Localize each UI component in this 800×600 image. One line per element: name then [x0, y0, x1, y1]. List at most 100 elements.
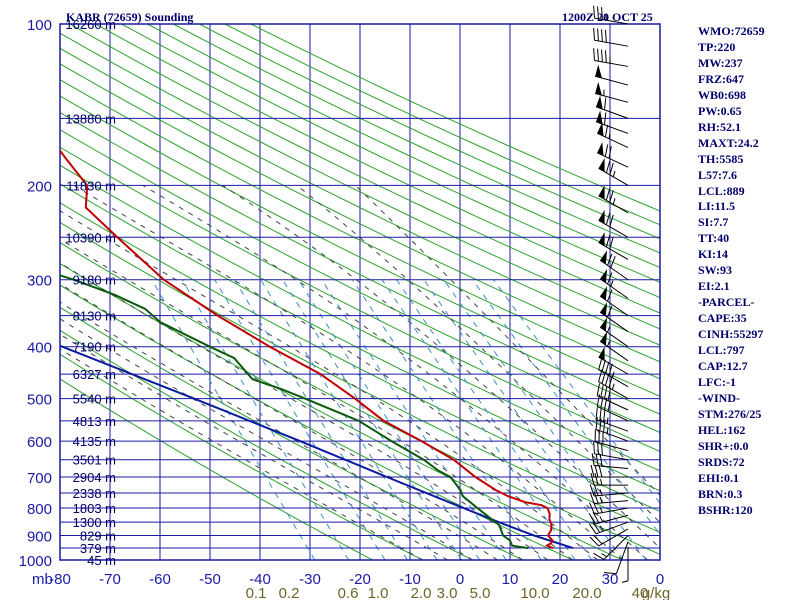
moist-adiabat	[222, 184, 660, 549]
wind-barb	[604, 541, 629, 575]
mixing-ratio-label: 10.0	[520, 585, 549, 600]
pressure-unit-label: mb	[32, 571, 53, 588]
wind-barb	[596, 141, 629, 168]
height-label: 3501 m	[73, 453, 116, 468]
index-entry: HEL:162	[698, 422, 746, 437]
temperature-tick-label: 0	[656, 571, 664, 588]
wind-barb	[593, 27, 629, 47]
mixing-ratio-line	[181, 279, 350, 560]
wind-barb	[595, 64, 629, 86]
dewpoint-trace	[60, 274, 529, 550]
wind-barb	[598, 357, 629, 388]
index-entry: -WIND-	[698, 390, 740, 405]
mixing-ratio-line	[321, 279, 507, 560]
moist-adiabat	[142, 184, 648, 560]
wind-barb	[621, 546, 629, 583]
wind-barb	[590, 473, 628, 486]
height-label: 829 m	[80, 528, 116, 543]
mixing-ratio-label: 1.0	[368, 585, 389, 600]
wind-barb	[593, 48, 629, 67]
wind-barb	[593, 441, 629, 461]
wind-barb	[594, 429, 629, 452]
index-entry: RH:52.1	[698, 119, 741, 134]
wind-barb	[599, 331, 629, 362]
height-label: 6327 m	[73, 367, 116, 382]
height-label: 16260 m	[65, 17, 116, 32]
height-label: 2338 m	[73, 486, 116, 501]
index-entry: SRDS:72	[698, 454, 745, 469]
mixing-ratio-label: 40	[632, 585, 649, 600]
dry-adiabat-lines	[60, 24, 660, 560]
index-entry: MAXT:24.2	[698, 135, 759, 150]
temperature-trace	[60, 149, 554, 550]
parcel-trace	[60, 344, 574, 550]
wind-barb	[593, 5, 629, 25]
isotherm-lines	[109, 24, 661, 560]
index-entry: LFC:-1	[698, 374, 736, 389]
mixing-ratio-line	[282, 279, 463, 560]
index-entry: MW:237	[698, 55, 743, 70]
wind-barb	[595, 95, 629, 119]
mixing-ratio-label: 0.1	[246, 585, 267, 600]
index-entry: CAPE:35	[698, 311, 747, 326]
index-entry: -PARCEL-	[698, 295, 755, 310]
mixing-ratio-labels: 0.1 0.2 0.6 1.0 2.0 3.0 5.0 10.0 20.0 40g/kg	[246, 585, 671, 600]
index-entry: CAP:12.7	[698, 359, 748, 374]
dry-adiabat	[60, 129, 660, 434]
mixing-ratio-lines	[151, 279, 660, 560]
height-label: 1300 m	[73, 515, 116, 530]
temperature-tick-label: 0	[456, 571, 464, 588]
index-entry: BRN:0.3	[698, 486, 743, 501]
wind-barb	[599, 317, 629, 348]
height-label: 1803 m	[73, 501, 116, 516]
stability-indices-panel: WMO:72659 TP:220 MW:237 FRZ:647 WB0:698 PW:0.…	[698, 24, 798, 519]
wind-barb	[595, 81, 629, 103]
index-entry: BSHR:120	[698, 502, 753, 517]
temperature-tick-label: 20	[552, 571, 569, 588]
temperature-tick-label: -60	[149, 571, 171, 588]
height-label: 9180 m	[73, 273, 116, 288]
dry-adiabat	[60, 95, 660, 397]
wind-barb	[591, 453, 629, 470]
height-label: 379 m	[80, 541, 116, 556]
mixing-ratio-label: 20.0	[572, 585, 601, 600]
height-label: 5540 m	[73, 392, 116, 407]
mixing-ratio-label: g/kg	[642, 585, 670, 600]
valid-time: 1200Z 20 OCT 25	[562, 10, 653, 24]
index-entry: TH:5585	[698, 151, 744, 166]
temperature-tick-label: -20	[349, 571, 371, 588]
wind-barb-column	[588, 5, 629, 583]
wind-barb	[593, 535, 629, 560]
height-label: 8130 m	[73, 309, 116, 324]
index-entry: CINH:55297	[698, 327, 764, 342]
dry-adiabat	[60, 32, 660, 330]
height-label: 10390 m	[65, 230, 116, 245]
wind-barb	[598, 185, 629, 214]
temperature-tick-label: -70	[99, 571, 121, 588]
temperature-tick-label: -40	[249, 571, 271, 588]
index-entry: L57:7.6	[698, 167, 737, 182]
wind-barb	[599, 250, 629, 281]
pressure-tick-label: 800	[27, 501, 52, 518]
index-entry: SI:7.7	[698, 215, 729, 230]
pressure-tick-label: 1000	[19, 553, 52, 570]
height-label: 4813 m	[73, 414, 116, 429]
wind-barb	[590, 464, 628, 478]
index-entry: LCL:797	[698, 343, 745, 358]
temperature-tick-label: -50	[199, 571, 221, 588]
wind-barb	[596, 122, 629, 148]
height-labels: 16260 m 13880 m 11830 m 10390 m 9180 m 8130 m…	[65, 17, 116, 568]
wind-barb	[589, 501, 629, 515]
pressure-tick-label: 700	[27, 470, 52, 487]
moist-adiabat	[60, 333, 448, 560]
wind-barb	[598, 232, 629, 260]
wind-barb	[595, 417, 629, 442]
dry-adiabat	[60, 79, 660, 380]
index-entry: SW:93	[698, 263, 733, 278]
temperature-tick-label: -30	[299, 571, 321, 588]
index-entry: SHR+:0.0	[698, 438, 749, 453]
pressure-tick-label: 600	[27, 434, 52, 451]
index-entry: TP:220	[698, 39, 736, 54]
index-entry: WB0:698	[698, 87, 746, 102]
